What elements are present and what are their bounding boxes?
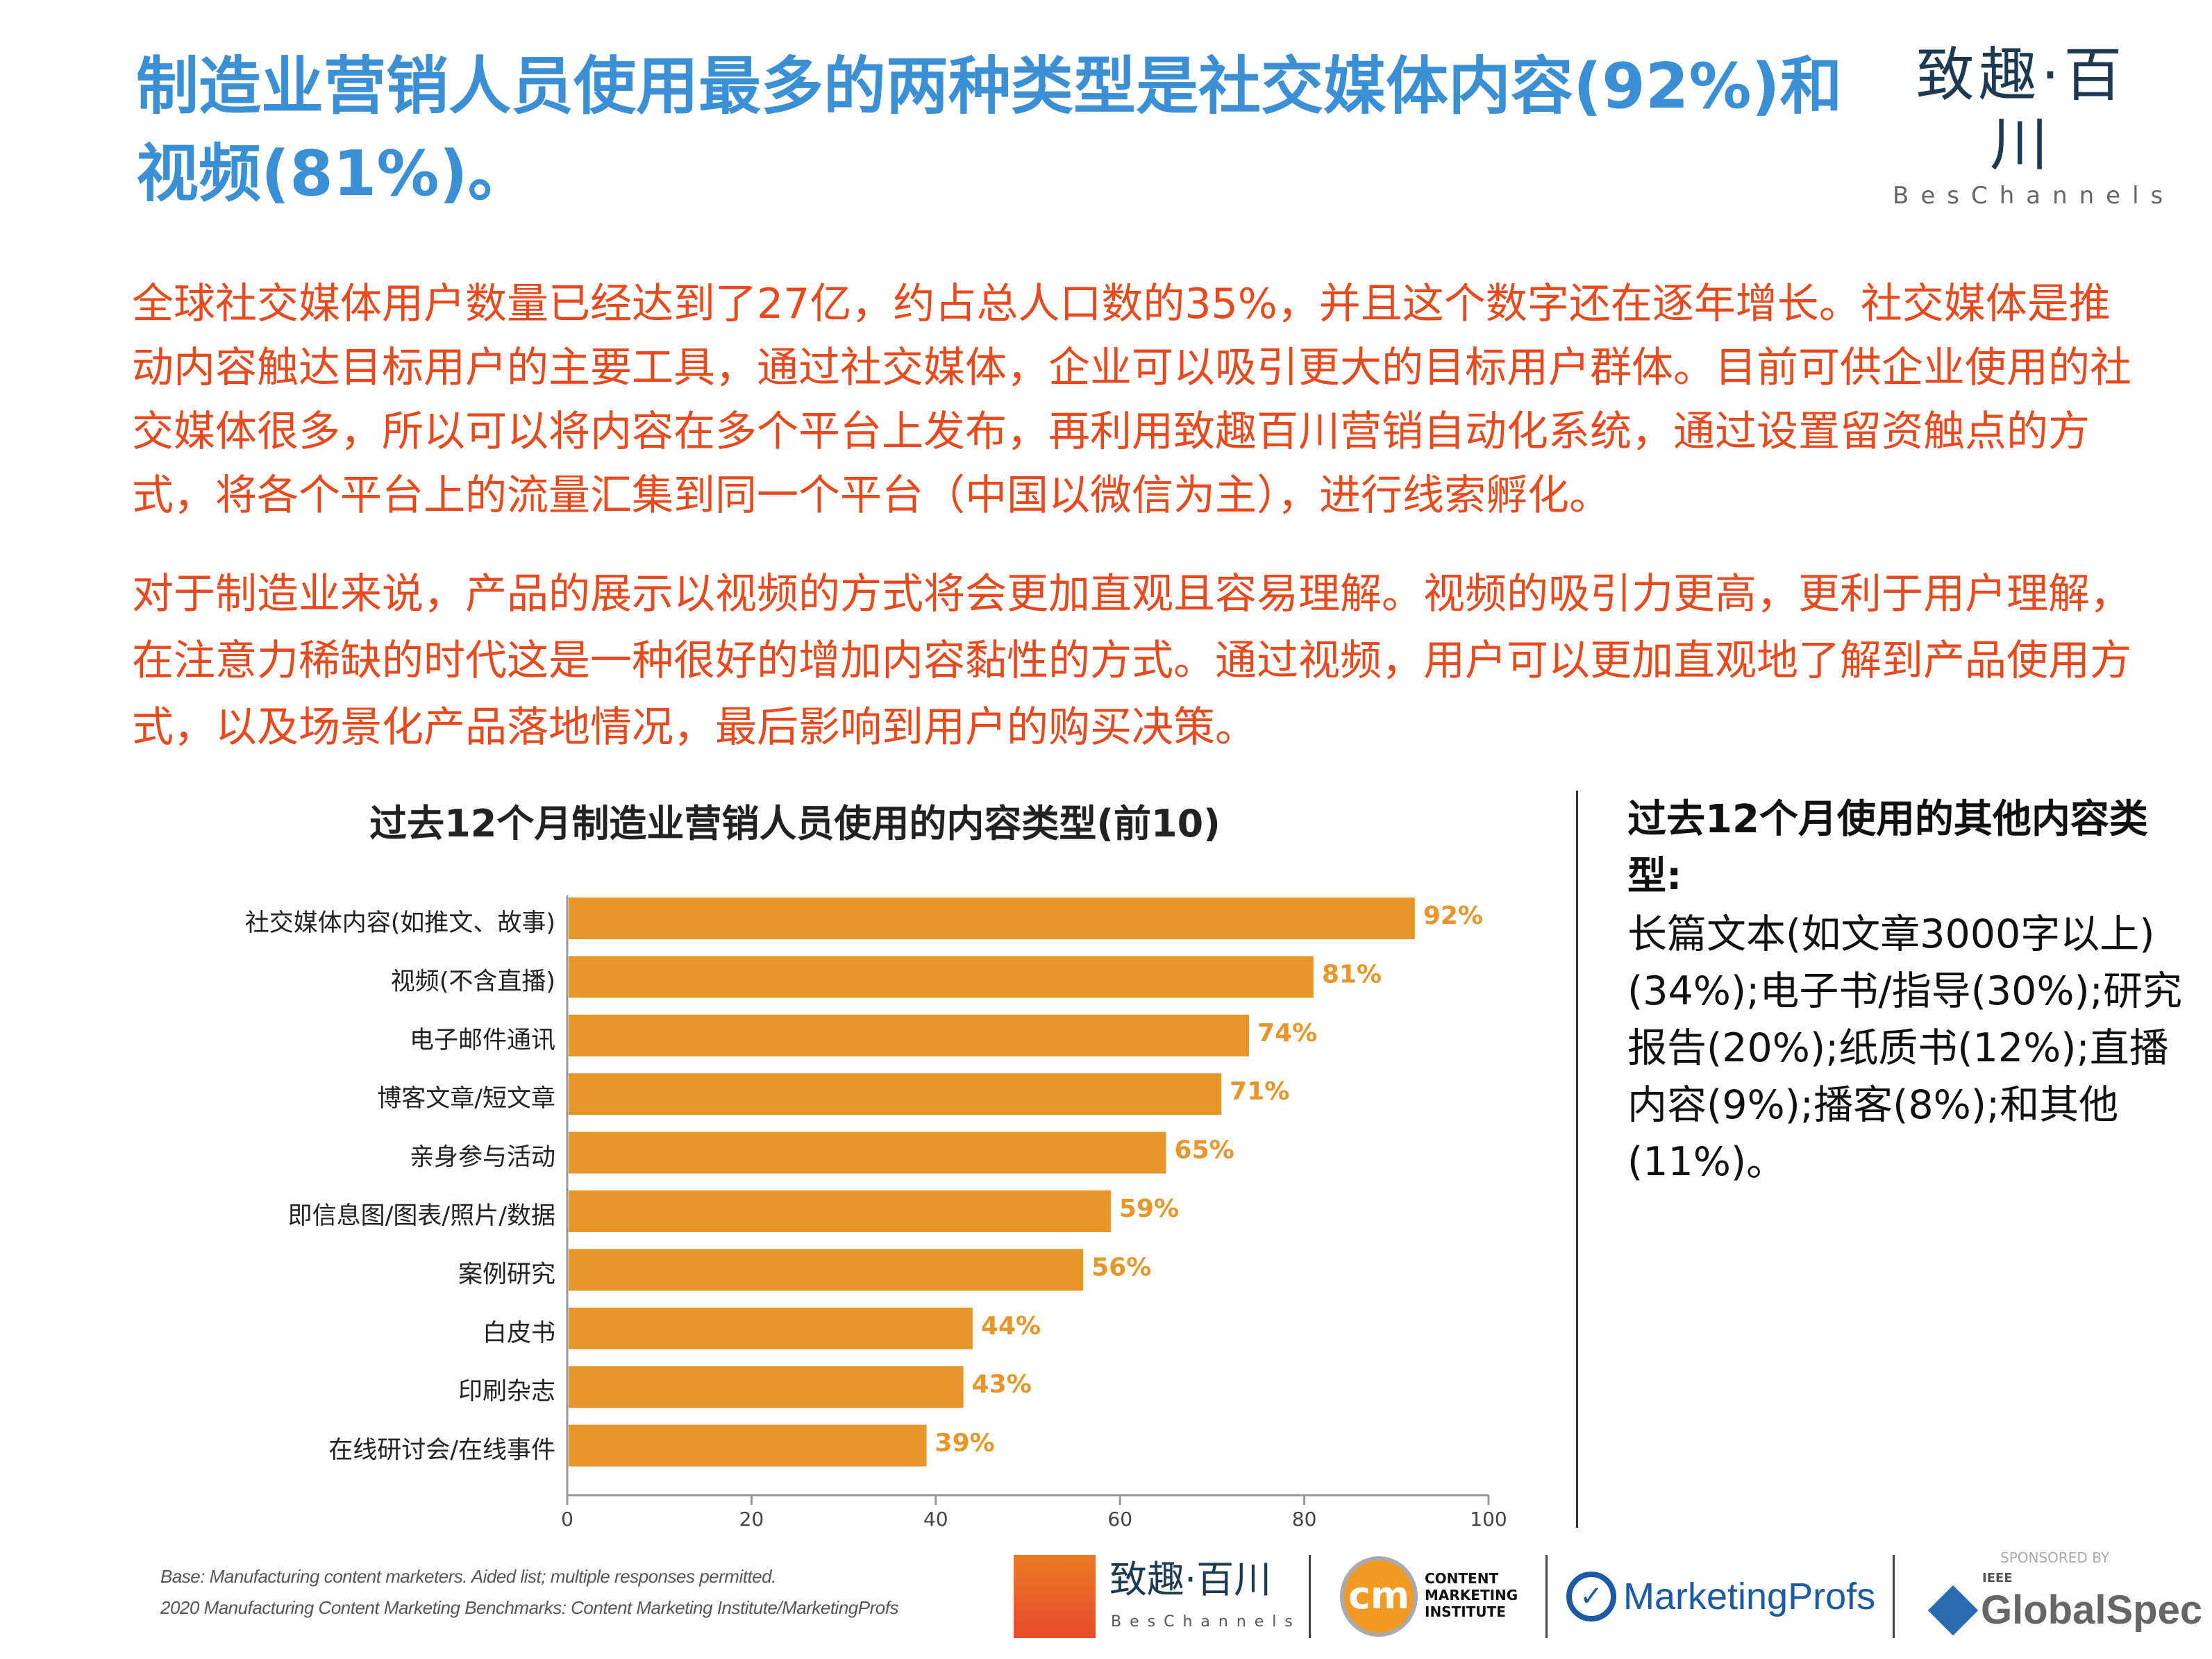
category-label: 社交媒体内容(如推文、故事) xyxy=(245,909,555,937)
category-label: 印刷杂志 xyxy=(458,1378,555,1406)
data-label: 92% xyxy=(1423,902,1483,930)
bar xyxy=(569,1190,1111,1232)
data-label: 65% xyxy=(1175,1136,1234,1165)
bar-chart: 0 20 40 60 80 100 社交媒体内容(如推文、故事) 92% 视频(不含直播) 81%… xyxy=(245,895,1507,1531)
beschannels-footer-logo: 致趣·百川 BesChannels xyxy=(1014,1555,1298,1638)
logo-divider xyxy=(1309,1555,1311,1638)
globalspec-diamond-icon xyxy=(1927,1585,1979,1636)
data-label: 39% xyxy=(935,1429,995,1458)
paragraph-video: 对于制造业来说，产品的展示以视频的方式将会更加直观且容易理解。视频的吸引力更高，… xyxy=(132,570,2131,752)
x-tick-label: 100 xyxy=(1470,1508,1507,1531)
category-label: 白皮书 xyxy=(483,1320,555,1347)
bar xyxy=(569,1307,973,1349)
category-label: 亲身参与活动 xyxy=(410,1144,555,1172)
x-tick-label: 0 xyxy=(561,1508,573,1531)
marketingprofs-mark-icon: ✓ xyxy=(1566,1572,1616,1622)
logo-cn: 致趣·百川 xyxy=(1109,1558,1272,1601)
page-title: 制造业营销人员使用最多的两种类型是社交媒体内容(92%)和视频(81%)。 xyxy=(136,50,1843,210)
bar xyxy=(569,1014,1249,1056)
category-label: 案例研究 xyxy=(458,1261,555,1288)
logo-divider xyxy=(1545,1555,1548,1638)
beschannels-logo: 致趣·百川 BesChannels xyxy=(1893,40,2175,210)
logo-en: BesChannels xyxy=(1111,1613,1301,1631)
paragraph-social-media: 全球社交媒体用户数量已经达到了27亿，约占总人口数的35%，并且这个数字还在逐年… xyxy=(132,280,2131,520)
footnote-source: 2020 Manufacturing Content Marketing Ben… xyxy=(160,1597,898,1618)
globalspec-logo: SPONSORED BY IEEE GlobalSpec xyxy=(1927,1549,2209,1647)
x-tick-label: 60 xyxy=(1107,1508,1132,1531)
data-label: 59% xyxy=(1119,1195,1179,1223)
bar xyxy=(569,1249,1084,1291)
category-label: 视频(不含直播) xyxy=(391,968,555,995)
data-label: 81% xyxy=(1322,960,1382,988)
data-label: 74% xyxy=(1257,1019,1317,1047)
bar xyxy=(569,1131,1166,1174)
x-tick-label: 20 xyxy=(739,1508,764,1531)
x-tick-label: 80 xyxy=(1292,1508,1317,1531)
sidebar-body: 长篇文本(如文章3000字以上)(34%);电子书/指导(30%);研究报告(2… xyxy=(1627,911,2182,1185)
category-label: 电子邮件通讯 xyxy=(410,1027,555,1054)
logo-cn: 致趣·百川 xyxy=(1916,41,2127,178)
category-label: 博客文章/短文章 xyxy=(377,1085,555,1113)
bar xyxy=(569,956,1314,998)
data-label: 56% xyxy=(1091,1253,1151,1281)
logo-divider xyxy=(1893,1555,1895,1638)
category-label: 即信息图/图表/照片/数据 xyxy=(288,1202,555,1230)
beschannels-mark-icon xyxy=(1014,1555,1096,1638)
bar xyxy=(569,898,1415,939)
cmi-logo: cm CONTENT MARKETING INSTITUTE xyxy=(1340,1556,1520,1640)
data-label: 71% xyxy=(1230,1077,1289,1106)
vertical-divider xyxy=(1576,791,1578,1528)
sponsored-by-label: SPONSORED BY xyxy=(2000,1549,2110,1566)
category-label: 在线研讨会/在线事件 xyxy=(328,1437,555,1465)
globalspec-text: GlobalSpec xyxy=(1981,1588,2203,1633)
cmi-mark-icon: cm xyxy=(1340,1556,1418,1637)
marketingprofs-logo: ✓ MarketingProfs xyxy=(1566,1570,1886,1626)
bar xyxy=(569,1424,927,1467)
x-tick-label: 40 xyxy=(923,1508,948,1531)
footnote-base: Base: Manufacturing content marketers. A… xyxy=(160,1566,776,1587)
data-label: 43% xyxy=(972,1370,1032,1399)
ieee-label: IEEE xyxy=(1982,1571,2013,1585)
sidebar-title: 过去12个月使用的其他内容类型: xyxy=(1627,797,2148,899)
data-label: 44% xyxy=(981,1312,1041,1340)
bar xyxy=(569,1073,1222,1115)
chart-title: 过去12个月制造业营销人员使用的内容类型(前10) xyxy=(369,802,1221,845)
marketingprofs-text: MarketingProfs xyxy=(1623,1576,1876,1617)
cmi-text: CONTENT MARKETING INSTITUTE xyxy=(1425,1570,1518,1620)
logo-en: BesChannels xyxy=(1893,182,2175,210)
bar xyxy=(569,1366,964,1408)
